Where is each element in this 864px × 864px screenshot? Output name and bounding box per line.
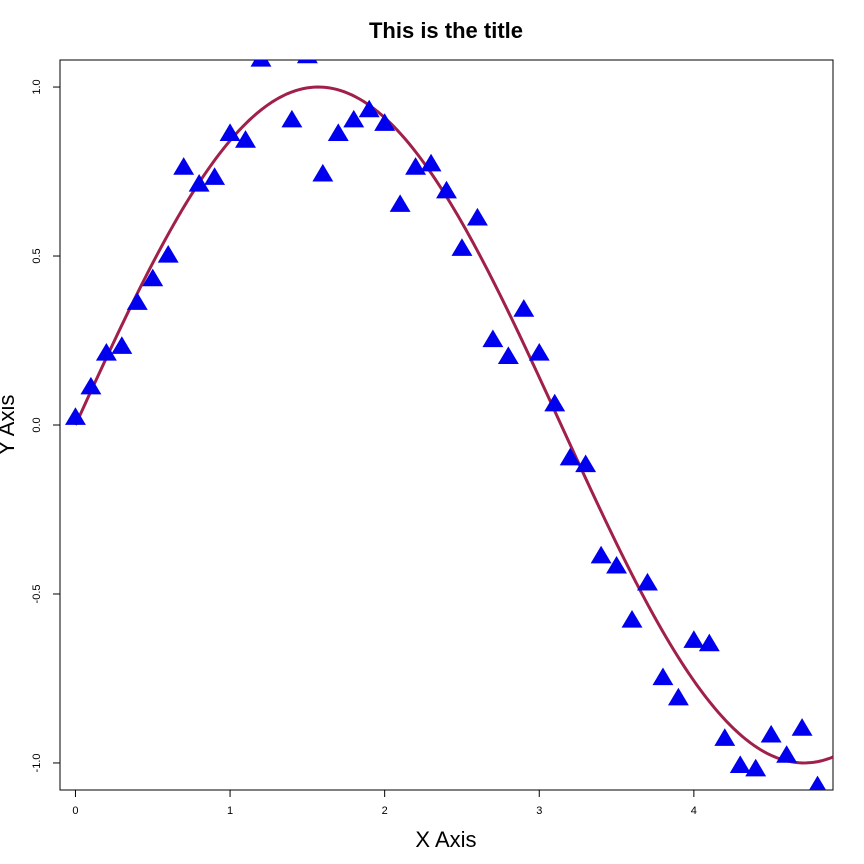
data-point-triangle [389, 194, 411, 212]
data-point-triangle [760, 724, 782, 743]
data-point-triangle [809, 775, 827, 790]
data-point-triangle [791, 718, 813, 736]
data-point-triangle [590, 545, 612, 564]
x-tick-label: 4 [691, 805, 697, 817]
chart-title: This is the title [369, 18, 523, 43]
x-tick-label: 3 [536, 805, 542, 817]
data-point-triangle [652, 667, 674, 686]
data-point-triangle [621, 610, 643, 628]
data-point-triangle [776, 745, 798, 763]
data-point-triangle [142, 268, 164, 287]
plot-frame [59, 59, 834, 791]
data-point-triangle [281, 109, 303, 128]
data-point-triangle [466, 207, 488, 226]
data-point-triangle [482, 329, 504, 348]
data-point-triangle [637, 572, 658, 591]
data-point-triangle [436, 180, 457, 199]
data-point-triangle [497, 346, 519, 365]
data-point-triangle [173, 157, 195, 175]
y-tick-label: 0.0 [31, 417, 43, 432]
data-point-triangle [606, 555, 628, 574]
y-tick-label: -0.5 [31, 584, 43, 603]
data-point-triangle [451, 238, 473, 256]
y-axis: -1.0 -0.5 0.0 0.5 1.0 [31, 79, 60, 772]
data-point-triangle [219, 123, 241, 141]
y-tick-label: 1.0 [31, 79, 43, 94]
data-point-triangle [714, 728, 736, 746]
data-point-triangle [327, 123, 349, 141]
data-point-triangle [250, 60, 272, 67]
data-point-triangle [559, 447, 581, 466]
data-point-triangle [65, 407, 86, 425]
data-point-triangle [235, 130, 256, 148]
data-point-triangle [683, 630, 705, 648]
x-axis-label: X Axis [415, 827, 476, 852]
y-tick-label: -1.0 [31, 753, 43, 772]
data-point-triangle [126, 292, 148, 310]
data-point-triangle [188, 174, 210, 192]
data-point-triangle [513, 299, 535, 317]
data-point-triangle [80, 376, 102, 395]
data-point-triangle [358, 99, 380, 118]
data-point-triangle [296, 60, 318, 64]
x-tick-label: 0 [72, 805, 78, 817]
x-tick-label: 2 [382, 805, 388, 817]
data-point-triangle [698, 633, 720, 652]
fit-curve [74, 85, 833, 765]
data-point-triangle [544, 393, 566, 412]
data-point-triangle [111, 336, 133, 354]
data-point-triangle [204, 167, 226, 185]
y-tick-label: 0.5 [31, 248, 43, 263]
x-axis: 0 1 2 3 4 [72, 790, 697, 817]
data-point-triangle [667, 687, 689, 706]
data-point-triangle [745, 758, 767, 777]
data-point-triangle [312, 163, 334, 182]
data-point-triangle [157, 245, 179, 263]
data-point-triangle [575, 454, 597, 473]
data-point-triangle [374, 113, 396, 131]
data-point-triangle [420, 153, 442, 172]
x-tick-label: 1 [227, 805, 233, 817]
plot-area [65, 60, 833, 790]
data-point-triangle [343, 109, 365, 128]
data-point-triangle [95, 343, 117, 361]
y-axis-label: Y Axis [0, 395, 19, 456]
data-point-triangle [729, 755, 751, 773]
data-point-triangle [405, 157, 427, 175]
data-point-triangle [528, 343, 550, 361]
